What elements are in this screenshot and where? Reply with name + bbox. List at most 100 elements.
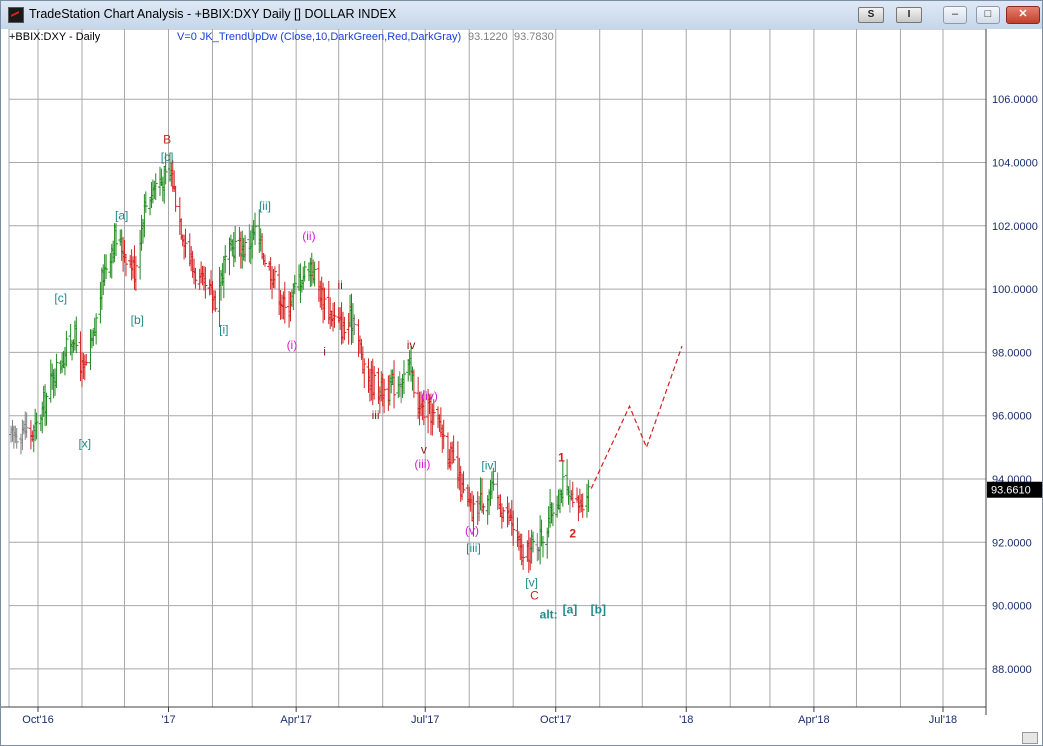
wave-label: iv xyxy=(407,338,416,352)
ohlc-bar xyxy=(233,225,238,263)
title-bar[interactable]: TradeStation Chart Analysis - +BBIX:DXY … xyxy=(1,1,1042,30)
ohlc-bar xyxy=(54,353,59,388)
ohlc-bar xyxy=(471,495,476,537)
wave-label: (iv) xyxy=(421,389,438,403)
wave-label: [c] xyxy=(161,150,174,164)
ohlc-bar xyxy=(382,378,387,414)
ohlc-bar xyxy=(332,302,337,328)
wave-label: [iii] xyxy=(466,541,481,555)
x-tick-label: Apr'18 xyxy=(798,714,829,726)
wave-label: (v) xyxy=(465,523,479,537)
ohlc-bar xyxy=(580,493,585,518)
ohlc-bar xyxy=(570,481,575,508)
ohlc-bar xyxy=(441,419,446,449)
ohlc-bar xyxy=(322,287,327,320)
projection-line xyxy=(590,345,683,489)
ohlc-bar xyxy=(481,503,486,515)
ohlc-bar xyxy=(114,223,119,257)
ohlc-bar xyxy=(401,360,406,395)
last-price-label: 93.6610 xyxy=(991,485,1031,497)
ohlc-bar xyxy=(143,191,148,213)
ohlc-bar xyxy=(501,507,506,522)
ohlc-bar xyxy=(521,544,526,570)
axes: 88.000090.000092.000094.000096.000098.00… xyxy=(1,29,1042,726)
ohlc-bar xyxy=(243,235,248,262)
ohlc-bar xyxy=(531,531,536,553)
wave-label: [a] xyxy=(115,208,128,222)
ohlc-bar xyxy=(511,510,516,546)
wave-label: (i) xyxy=(287,338,298,352)
ohlc-bar xyxy=(586,479,591,512)
tradestation-app-icon[interactable] xyxy=(8,7,24,23)
chart-background xyxy=(1,29,1042,745)
projection-path xyxy=(590,345,683,489)
x-tick-label: Apr'17 xyxy=(280,714,311,726)
ohlc-bar xyxy=(491,467,496,491)
ohlc-bar xyxy=(74,316,79,354)
x-tick-label: Jul'17 xyxy=(411,714,439,726)
y-tick-label: 96.0000 xyxy=(992,411,1032,423)
wave-label: [v] xyxy=(525,576,538,590)
ohlc-bar xyxy=(292,274,297,295)
wave-label: v xyxy=(421,443,427,457)
wave-label: [c] xyxy=(54,291,67,305)
ohlc-bar xyxy=(461,471,466,494)
indicator-value-2: 93.7830 xyxy=(514,31,554,43)
wave-label: B xyxy=(163,133,171,147)
x-tick-label: '18 xyxy=(679,714,693,726)
y-tick-label: 92.0000 xyxy=(992,537,1032,549)
ohlc-bar xyxy=(560,460,565,507)
y-tick-label: 104.0000 xyxy=(992,158,1038,170)
wave-label: 2 xyxy=(569,527,576,541)
ohlc-bar xyxy=(64,330,69,367)
wave-label: ii xyxy=(337,278,342,292)
ohlc-bar xyxy=(94,313,99,345)
ohlc-bar xyxy=(203,266,208,299)
y-tick-label: 98.0000 xyxy=(992,347,1032,359)
wave-label: alt: xyxy=(540,607,558,621)
indicator-header: V=0 JK_TrendUpDw (Close,10,DarkGreen,Red… xyxy=(177,31,461,43)
symbol-link-s-button[interactable]: S xyxy=(858,7,884,23)
x-tick-label: Jul'18 xyxy=(929,714,957,726)
ohlc-bar xyxy=(540,536,545,558)
y-tick-label: 102.0000 xyxy=(992,221,1038,233)
interval-link-i-button[interactable]: I xyxy=(896,7,922,23)
wave-label: (iii) xyxy=(414,457,430,471)
ohlc-bar xyxy=(550,502,555,527)
x-tick-label: Oct'16 xyxy=(22,714,53,726)
x-tick-label: '17 xyxy=(161,714,175,726)
wave-label: [b] xyxy=(591,603,606,617)
scroll-corner-button[interactable] xyxy=(1022,732,1038,744)
minimize-button[interactable]: – xyxy=(943,6,967,24)
ohlc-bar xyxy=(392,360,397,409)
ohlc-bar xyxy=(84,354,89,366)
ohlc-bar xyxy=(153,173,158,201)
wave-label: [iv] xyxy=(481,459,496,473)
restore-button[interactable]: □ xyxy=(976,6,1000,24)
wave-label: (ii) xyxy=(302,229,315,243)
ohlc-bar xyxy=(213,290,218,312)
ohlc-bar xyxy=(421,390,426,426)
ohlc-bar xyxy=(123,253,128,277)
window-title: TradeStation Chart Analysis - +BBIX:DXY … xyxy=(29,7,397,21)
ohlc-bar xyxy=(272,266,277,289)
ohlc-bar xyxy=(173,185,178,212)
ohlc-bar xyxy=(44,392,49,426)
symbol-header: +BBIX:DXY - Daily xyxy=(9,31,101,43)
y-tick-label: 100.0000 xyxy=(992,284,1038,296)
ohlc-bar xyxy=(262,254,267,267)
ohlc-bar xyxy=(282,281,287,324)
price-chart[interactable]: B[c][a][b][c][x][ii][i](ii)(i)iii iviii(i… xyxy=(1,29,1042,745)
wave-label: C xyxy=(530,588,539,602)
ohlc-bars xyxy=(9,152,591,573)
close-button[interactable]: ✕ xyxy=(1006,6,1040,24)
wave-labels: B[c][a][b][c][x][ii][i](ii)(i)iii iviii(i… xyxy=(54,133,606,622)
ohlc-bar xyxy=(14,428,19,449)
ohlc-bar xyxy=(34,412,39,440)
ohlc-bar xyxy=(133,256,138,291)
ohlc-bar xyxy=(163,152,168,185)
ohlc-bar xyxy=(352,314,357,336)
y-tick-label: 90.0000 xyxy=(992,601,1032,613)
last-price-box xyxy=(987,481,1042,498)
